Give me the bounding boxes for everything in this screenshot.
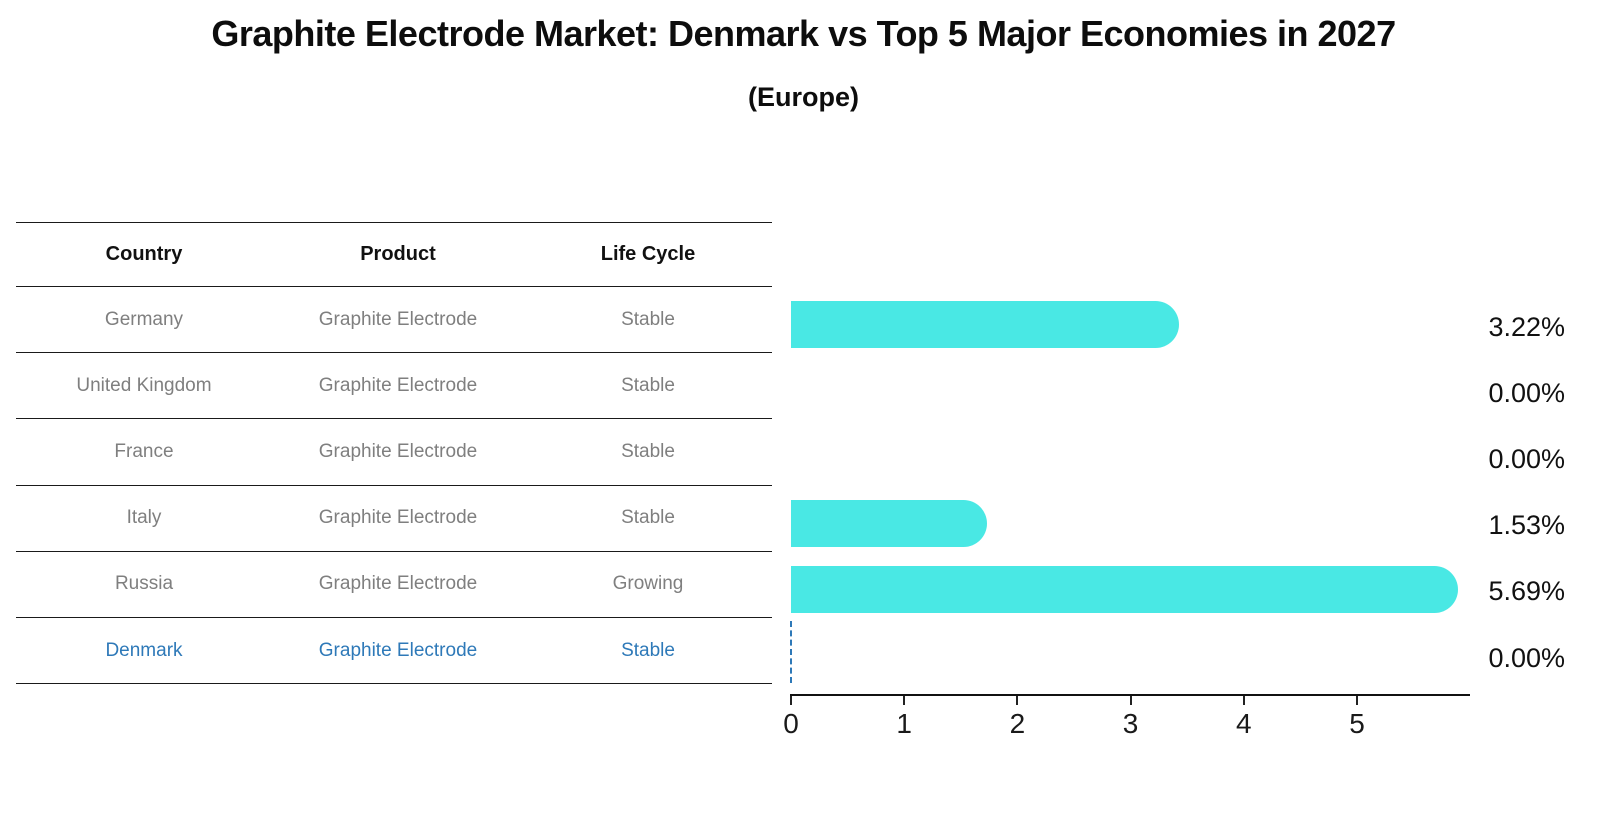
value-label-italy: 1.53%	[1488, 510, 1565, 541]
x-tick	[903, 695, 906, 705]
cell-life-cycle: Stable	[621, 639, 675, 661]
table-body: Germany Graphite Electrode Stable United Ki…	[16, 287, 772, 685]
value-label-united-kingdom: 0.00%	[1488, 377, 1565, 408]
x-tick-label: 2	[1009, 707, 1026, 739]
value-label-germany: 3.22%	[1488, 311, 1565, 342]
cell-country: France	[114, 440, 174, 462]
table-row-united-kingdom: United Kingdom Graphite Electrode Stable	[16, 353, 772, 420]
comparison-table: Country Product Life Cycle Germany Graphi…	[16, 222, 772, 685]
page-title: Graphite Electrode Market: Denmark vs To…	[211, 13, 1396, 54]
x-tick	[790, 695, 792, 705]
cell-life-cycle: Growing	[612, 573, 684, 595]
table-row-russia: Russia Graphite Electrode Growing	[16, 552, 772, 618]
column-header-product: Product	[360, 243, 436, 265]
cell-life-cycle: Stable	[621, 374, 675, 396]
cell-product: Graphite Electrode	[318, 308, 478, 330]
x-tick-label: 1	[896, 707, 912, 739]
table-row-italy: Italy Graphite Electrode Stable	[16, 486, 772, 552]
table-header-row: Country Product Life Cycle	[16, 222, 772, 287]
column-header-life-cycle: Life Cycle	[600, 243, 696, 265]
cell-country: Denmark	[105, 639, 183, 661]
cell-country: United Kingdom	[76, 374, 212, 396]
cell-product: Graphite Electrode	[318, 374, 478, 396]
table-row-france: France Graphite Electrode Stable	[16, 419, 772, 486]
cell-product: Graphite Electrode	[318, 639, 478, 661]
cell-product: Graphite Electrode	[318, 573, 478, 595]
x-axis-line	[790, 693, 1470, 696]
x-tick-label: 5	[1349, 707, 1365, 739]
cell-life-cycle: Stable	[621, 507, 675, 529]
cell-country: Russia	[114, 573, 174, 595]
bar-italy	[791, 499, 988, 547]
x-tick	[1242, 695, 1245, 705]
x-tick	[1356, 695, 1358, 705]
column-header-country: Country	[105, 243, 183, 265]
x-tick	[1129, 695, 1132, 705]
value-label-russia: 5.69%	[1488, 576, 1565, 607]
cell-country: Italy	[126, 507, 162, 529]
value-label-denmark: 0.00%	[1488, 642, 1565, 673]
page-subtitle: (Europe)	[748, 82, 859, 112]
x-tick	[1016, 695, 1019, 705]
x-tick-label: 0	[783, 707, 799, 739]
table-row-germany: Germany Graphite Electrode Stable	[16, 287, 772, 354]
cell-product: Graphite Electrode	[318, 507, 478, 529]
table-row-denmark: Denmark Graphite Electrode Stable	[16, 618, 772, 685]
bar-russia	[791, 565, 1459, 613]
denmark-zero-marker	[790, 621, 792, 684]
cell-life-cycle: Stable	[621, 440, 675, 462]
x-tick-label: 3	[1122, 707, 1139, 739]
x-tick-label: 4	[1236, 707, 1252, 739]
cell-country: Germany	[104, 308, 184, 330]
bar-germany	[791, 301, 1179, 349]
value-label-france: 0.00%	[1488, 444, 1565, 474]
cell-product: Graphite Electrode	[318, 440, 478, 462]
cell-life-cycle: Stable	[621, 308, 675, 330]
